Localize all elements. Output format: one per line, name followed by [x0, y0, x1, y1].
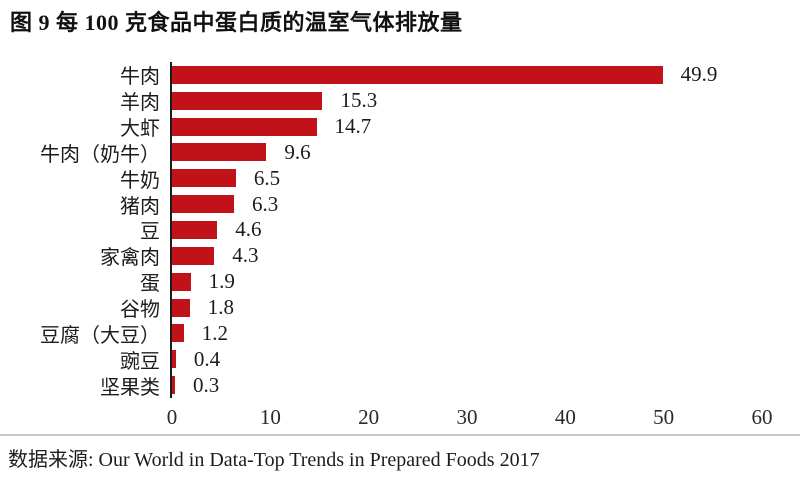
category-label: 谷物 [120, 299, 160, 322]
x-tick-label: 50 [653, 404, 675, 429]
bar [172, 376, 175, 395]
value-label: 1.8 [207, 295, 234, 320]
x-axis: 0 10 20 30 40 50 60 [167, 398, 800, 432]
chart-row: 羊肉 15.3 [0, 87, 800, 115]
chart-row: 谷物 1.8 [0, 294, 800, 322]
bar-track: 4.6 [170, 217, 800, 243]
value-label: 1.2 [201, 320, 229, 345]
category-label: 坚果类 [100, 376, 160, 399]
chart-row: 蛋 1.9 [0, 268, 800, 296]
bar [172, 143, 267, 162]
bar [172, 298, 190, 317]
bar [172, 65, 663, 84]
bar [172, 350, 176, 369]
value-label: 4.3 [232, 243, 259, 268]
bar [172, 220, 218, 239]
bar-track: 1.9 [170, 268, 800, 295]
bar-track: 1.8 [170, 294, 800, 321]
bar-track: 9.6 [170, 139, 800, 166]
chart-row: 大虾 14.7 [0, 113, 800, 141]
category-label: 羊肉 [120, 92, 160, 115]
chart-row: 豆腐（大豆） 1.2 [0, 320, 800, 347]
value-label: 6.5 [253, 165, 281, 190]
separator-line [0, 433, 800, 436]
bar [172, 117, 317, 136]
category-label: 豆腐（大豆） [40, 324, 160, 347]
chart-title: 图 9 每 100 克食品中蛋白质的温室气体排放量 [10, 10, 463, 35]
bar [172, 169, 236, 188]
bar-chart: 牛肉 49.9 羊肉 15.3 大虾 14.7 牛肉（奶牛） 9.6 牛奶 6.5 猪肉 6.3 豆 4.… [0, 62, 800, 399]
bar-track: 6.3 [170, 191, 800, 218]
bar-track: 6.5 [170, 165, 800, 192]
bar [172, 272, 191, 291]
value-label: 4.6 [235, 217, 262, 242]
category-label: 猪肉 [120, 195, 160, 218]
chart-row: 坚果类 0.3 [0, 372, 800, 399]
bar-track: 14.7 [170, 113, 800, 140]
value-label: 14.7 [334, 114, 372, 139]
value-label: 0.3 [192, 372, 220, 397]
bar [172, 324, 184, 343]
category-label: 牛肉（奶牛） [40, 143, 160, 166]
x-tick-label: 10 [259, 404, 281, 429]
bar-track: 4.3 [170, 242, 800, 269]
bar-track: 0.4 [170, 346, 800, 373]
data-source: 数据来源: Our World in Data-Top Trends in Pr… [8, 448, 540, 471]
bar [172, 91, 323, 110]
value-label: 9.6 [284, 139, 311, 164]
category-label: 牛肉 [120, 66, 160, 89]
category-label: 牛奶 [120, 169, 160, 192]
chart-row: 牛肉（奶牛） 9.6 [0, 139, 800, 166]
x-tick-label: 20 [358, 404, 380, 429]
bar-track: 1.2 [170, 320, 800, 347]
value-label: 49.9 [680, 62, 718, 87]
chart-row: 豆 4.6 [0, 217, 800, 243]
value-label: 6.3 [251, 191, 279, 216]
bar-track: 15.3 [170, 87, 800, 114]
value-label: 15.3 [340, 88, 378, 113]
chart-row: 家禽肉 4.3 [0, 242, 800, 270]
category-label: 豆 [140, 221, 160, 244]
chart-row: 牛奶 6.5 [0, 165, 800, 192]
category-label: 蛋 [140, 273, 160, 296]
chart-row: 牛肉 49.9 [0, 62, 800, 88]
x-tick-label: 0 [166, 404, 178, 429]
value-label: 1.9 [208, 269, 235, 294]
x-tick-label: 40 [554, 404, 576, 429]
bar-track: 49.9 [170, 62, 800, 88]
chart-row: 猪肉 6.3 [0, 191, 800, 218]
category-label: 豌豆 [120, 350, 160, 373]
bar-track: 0.3 [170, 372, 800, 398]
value-label: 0.4 [193, 346, 221, 371]
figure-container: 图 9 每 100 克食品中蛋白质的温室气体排放量 牛肉 49.9 羊肉 15.3 大虾… [0, 10, 800, 483]
category-label: 大虾 [120, 118, 160, 141]
x-tick-label: 30 [456, 404, 478, 429]
bar [172, 195, 234, 214]
chart-row: 豌豆 0.4 [0, 346, 800, 373]
bar [172, 246, 215, 265]
category-label: 家禽肉 [100, 247, 160, 270]
x-tick-label: 60 [751, 404, 773, 429]
